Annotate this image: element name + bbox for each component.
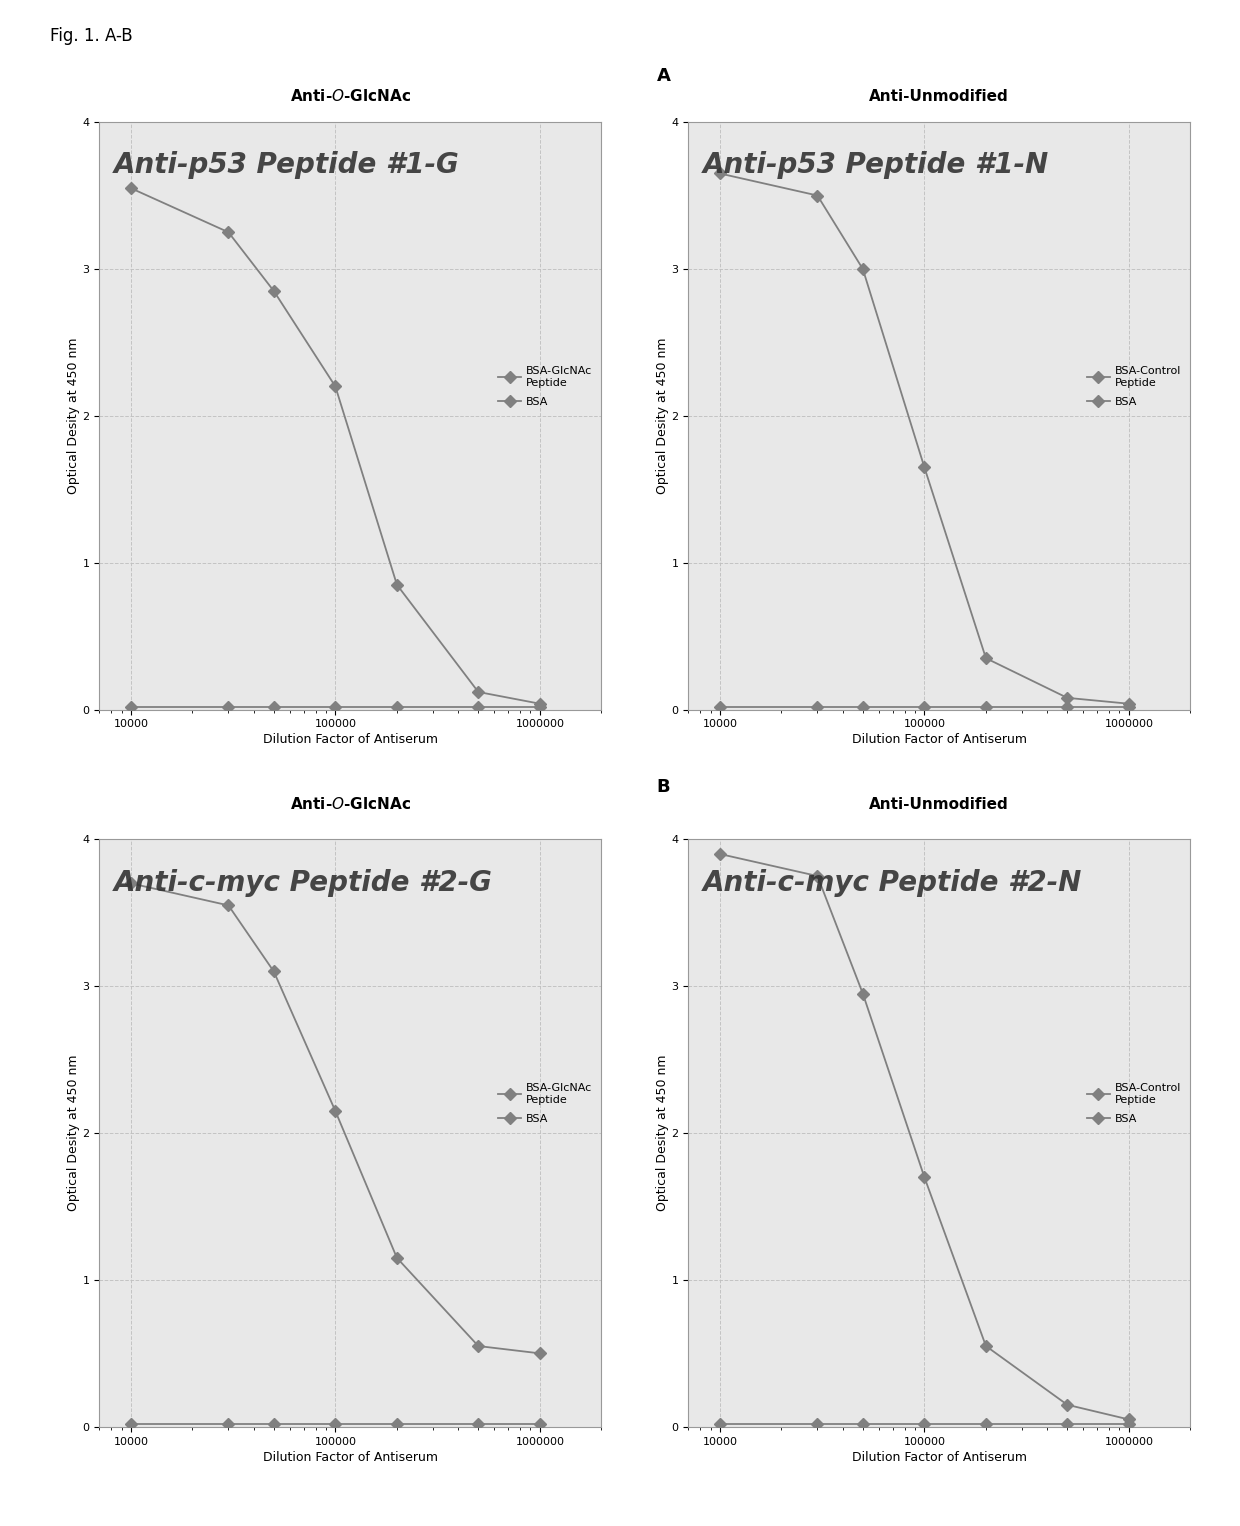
BSA-GlcNAc
Peptide — [532, 694, 547, 713]
Line: BSA-GlcNAc
Peptide: BSA-GlcNAc Peptide — [126, 185, 544, 708]
BSA-Control
Peptide — [713, 165, 728, 183]
BSA — [471, 1415, 486, 1433]
BSA-Control
Peptide — [916, 1167, 931, 1186]
BSA — [532, 697, 547, 716]
Text: B: B — [657, 778, 670, 797]
Line: BSA: BSA — [715, 1419, 1133, 1428]
BSA-GlcNAc
Peptide — [267, 963, 281, 981]
BSA — [856, 697, 870, 716]
Legend: BSA-Control
Peptide, BSA: BSA-Control Peptide, BSA — [1084, 1080, 1185, 1128]
BSA — [124, 697, 139, 716]
BSA — [856, 1415, 870, 1433]
BSA-GlcNAc
Peptide — [221, 896, 236, 914]
BSA — [1121, 697, 1136, 716]
X-axis label: Dilution Factor of Antiserum: Dilution Factor of Antiserum — [852, 734, 1027, 746]
BSA — [267, 697, 281, 716]
Legend: BSA-GlcNAc
Peptide, BSA: BSA-GlcNAc Peptide, BSA — [495, 1080, 596, 1128]
BSA-GlcNAc
Peptide — [327, 377, 342, 395]
BSA — [713, 1415, 728, 1433]
Line: BSA: BSA — [126, 702, 544, 711]
BSA — [978, 697, 993, 716]
BSA-Control
Peptide — [713, 845, 728, 864]
Text: Fig. 1. A-B: Fig. 1. A-B — [50, 27, 133, 46]
BSA — [327, 697, 342, 716]
BSA — [810, 697, 825, 716]
BSA-Control
Peptide — [1121, 1410, 1136, 1428]
BSA-GlcNAc
Peptide — [471, 1337, 486, 1355]
Y-axis label: Optical Desity at 450 nm: Optical Desity at 450 nm — [67, 337, 79, 494]
Y-axis label: Optical Desity at 450 nm: Optical Desity at 450 nm — [656, 337, 668, 494]
BSA-GlcNAc
Peptide — [532, 1344, 547, 1363]
Line: BSA: BSA — [715, 702, 1133, 711]
Line: BSA: BSA — [126, 1419, 544, 1428]
Line: BSA-GlcNAc
Peptide: BSA-GlcNAc Peptide — [126, 879, 544, 1358]
Text: A: A — [656, 67, 671, 85]
Line: BSA-Control
Peptide: BSA-Control Peptide — [715, 850, 1133, 1424]
Text: Anti-p53 Peptide #1-G: Anti-p53 Peptide #1-G — [114, 151, 460, 180]
X-axis label: Dilution Factor of Antiserum: Dilution Factor of Antiserum — [852, 1451, 1027, 1463]
BSA-GlcNAc
Peptide — [221, 223, 236, 241]
Text: Anti-Unmodified: Anti-Unmodified — [869, 797, 1008, 812]
BSA-Control
Peptide — [810, 867, 825, 885]
BSA — [389, 697, 404, 716]
BSA — [267, 1415, 281, 1433]
Legend: BSA-Control
Peptide, BSA: BSA-Control Peptide, BSA — [1084, 363, 1185, 410]
BSA — [978, 1415, 993, 1433]
BSA — [221, 1415, 236, 1433]
BSA-GlcNAc
Peptide — [267, 282, 281, 301]
BSA-Control
Peptide — [978, 649, 993, 667]
BSA-Control
Peptide — [856, 984, 870, 1003]
Line: BSA-Control
Peptide: BSA-Control Peptide — [715, 169, 1133, 708]
BSA-GlcNAc
Peptide — [327, 1102, 342, 1120]
BSA — [810, 1415, 825, 1433]
BSA-GlcNAc
Peptide — [124, 179, 139, 197]
BSA-Control
Peptide — [1121, 694, 1136, 713]
BSA — [1060, 1415, 1075, 1433]
BSA-GlcNAc
Peptide — [389, 575, 404, 594]
Text: Anti-Unmodified: Anti-Unmodified — [869, 89, 1008, 104]
BSA — [221, 697, 236, 716]
BSA-Control
Peptide — [1060, 688, 1075, 707]
Text: Anti-$\it{O}$-GlcNAc: Anti-$\it{O}$-GlcNAc — [290, 797, 412, 812]
BSA-GlcNAc
Peptide — [389, 1248, 404, 1267]
BSA-GlcNAc
Peptide — [124, 874, 139, 893]
BSA — [916, 1415, 931, 1433]
BSA-Control
Peptide — [810, 186, 825, 204]
Legend: BSA-GlcNAc
Peptide, BSA: BSA-GlcNAc Peptide, BSA — [495, 363, 596, 410]
BSA — [389, 1415, 404, 1433]
BSA-Control
Peptide — [978, 1337, 993, 1355]
Text: Anti-$\it{O}$-GlcNAc: Anti-$\it{O}$-GlcNAc — [290, 89, 412, 104]
Text: Anti-c-myc Peptide #2-G: Anti-c-myc Peptide #2-G — [114, 868, 494, 897]
X-axis label: Dilution Factor of Antiserum: Dilution Factor of Antiserum — [263, 734, 438, 746]
BSA — [916, 697, 931, 716]
BSA — [1060, 697, 1075, 716]
Y-axis label: Optical Desity at 450 nm: Optical Desity at 450 nm — [656, 1054, 668, 1212]
BSA — [1121, 1415, 1136, 1433]
BSA — [713, 697, 728, 716]
Y-axis label: Optical Desity at 450 nm: Optical Desity at 450 nm — [67, 1054, 79, 1212]
BSA — [532, 1415, 547, 1433]
BSA-Control
Peptide — [916, 458, 931, 476]
BSA-GlcNAc
Peptide — [471, 682, 486, 700]
X-axis label: Dilution Factor of Antiserum: Dilution Factor of Antiserum — [263, 1451, 438, 1463]
BSA — [124, 1415, 139, 1433]
Text: Anti-c-myc Peptide #2-N: Anti-c-myc Peptide #2-N — [703, 868, 1083, 897]
Text: Anti-p53 Peptide #1-N: Anti-p53 Peptide #1-N — [703, 151, 1049, 180]
BSA — [327, 1415, 342, 1433]
BSA-Control
Peptide — [1060, 1396, 1075, 1415]
BSA-Control
Peptide — [856, 259, 870, 278]
BSA — [471, 697, 486, 716]
